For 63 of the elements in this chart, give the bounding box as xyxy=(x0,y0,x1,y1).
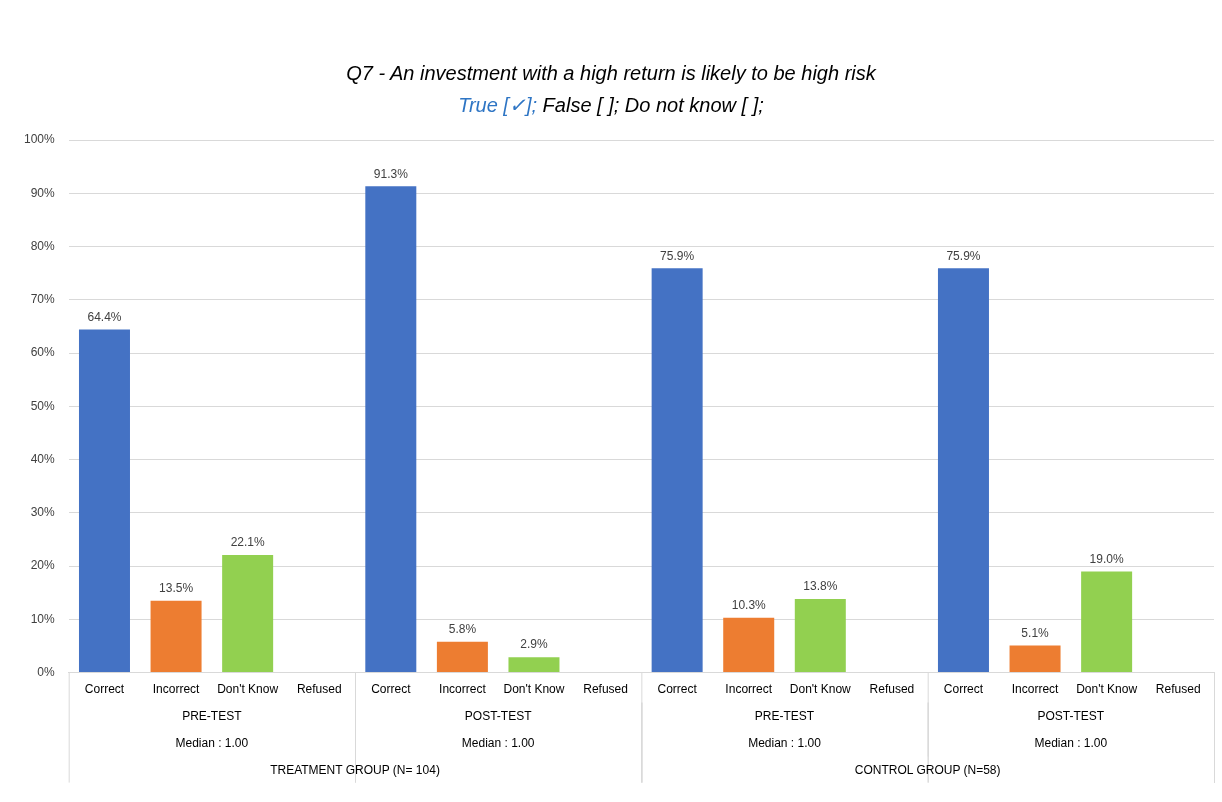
text: Median : 1.00 xyxy=(461,735,535,750)
bar xyxy=(78,329,130,673)
text: PRE-TEST xyxy=(182,708,243,723)
bar xyxy=(651,268,703,673)
text: Median : 1.00 xyxy=(748,735,822,750)
bar xyxy=(365,186,417,673)
x-tick-label: Refused xyxy=(583,682,628,697)
x-tick-label: Refused xyxy=(296,682,342,697)
x-tick-label: Incorrect xyxy=(152,682,201,697)
x-tick-label: Don't Know xyxy=(789,682,852,697)
data-label: 19.0% xyxy=(1089,551,1124,566)
y-tick-label: 40% xyxy=(30,451,56,466)
y-tick-label: 20% xyxy=(30,558,56,573)
text: POST-TEST xyxy=(1037,708,1105,723)
y-tick-label: 10% xyxy=(30,611,56,626)
data-label: 13.8% xyxy=(803,579,838,594)
text: POST-TEST xyxy=(464,708,533,723)
bar xyxy=(937,268,989,673)
y-tick-label: 50% xyxy=(30,398,56,413)
data-label: 5.1% xyxy=(1021,625,1050,640)
x-tick-label: Don't Know xyxy=(1076,682,1138,697)
chart-title: Q7 - An investment with a high return is likely to be high risk xyxy=(345,62,878,85)
bar xyxy=(222,554,274,673)
x-tick-label: Correct xyxy=(943,682,984,697)
bar xyxy=(508,657,560,673)
x-tick-label: Correct xyxy=(657,682,698,697)
x-tick-label: Don't Know xyxy=(217,682,279,697)
data-label: 5.8% xyxy=(448,622,477,637)
text: CONTROL GROUP (N=58) xyxy=(854,762,1001,777)
data-label: 22.1% xyxy=(230,535,265,550)
bar xyxy=(1009,645,1061,673)
y-tick-label: 90% xyxy=(30,185,56,200)
text: PRE-TEST xyxy=(754,708,815,723)
data-label: 13.5% xyxy=(159,581,194,596)
x-tick-label: Don't Know xyxy=(503,682,565,697)
data-label: 10.3% xyxy=(731,598,767,613)
y-tick-label: 0% xyxy=(37,664,56,679)
y-tick-label: 100% xyxy=(23,132,56,147)
data-label: 91.3% xyxy=(373,166,409,181)
text: Median : 1.00 xyxy=(1034,735,1108,750)
bar xyxy=(794,599,846,673)
y-tick-label: 80% xyxy=(30,238,56,253)
data-label: 2.9% xyxy=(520,637,548,652)
x-tick-label: Incorrect xyxy=(1011,682,1060,697)
x-tick-label: Refused xyxy=(1155,682,1201,697)
bar xyxy=(436,641,488,673)
text: TREATMENT GROUP (N= 104) xyxy=(270,762,440,777)
y-tick-label: 60% xyxy=(30,345,56,360)
bar xyxy=(1081,571,1133,673)
x-tick-label: Correct xyxy=(371,682,412,697)
data-label: 64.4% xyxy=(87,309,122,324)
chart-subtitle: True [✓]; False [ ]; Do not know [ ]; xyxy=(458,94,764,116)
data-label: 75.9% xyxy=(946,248,981,263)
data-label: 75.9% xyxy=(660,248,695,263)
x-tick-label: Incorrect xyxy=(725,682,773,697)
x-tick-label: Correct xyxy=(84,682,125,697)
text: Median : 1.00 xyxy=(175,735,249,750)
x-tick-label: Incorrect xyxy=(439,682,487,697)
bar xyxy=(150,600,202,673)
bar xyxy=(723,617,775,673)
y-tick-label: 70% xyxy=(30,292,56,307)
x-tick-label: Refused xyxy=(869,682,915,697)
y-tick-label: 30% xyxy=(30,505,56,520)
